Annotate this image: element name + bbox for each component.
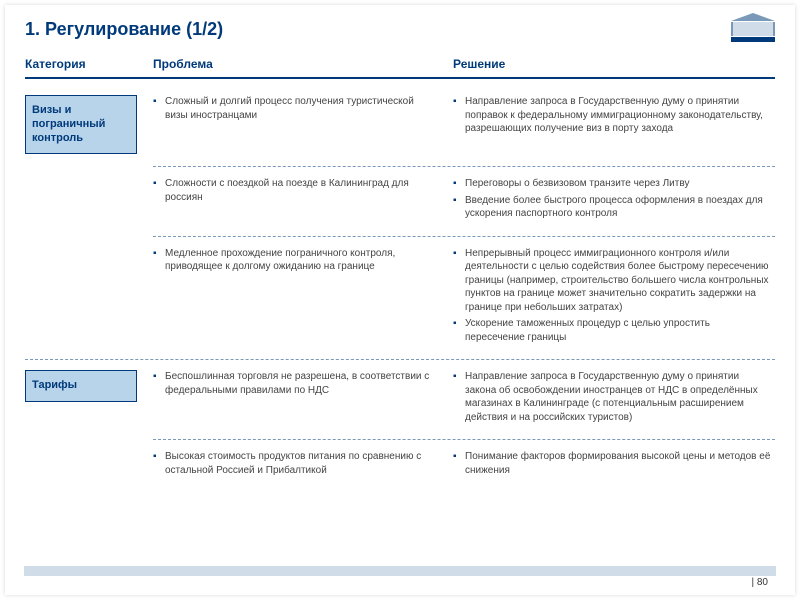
- category-box-tariffs: Тарифы: [25, 370, 137, 402]
- table-row: Медленное прохождение пограничного контр…: [25, 237, 775, 360]
- slide: 1. Регулирование (1/2) Категория Проблем…: [5, 5, 795, 595]
- content: Визы и пограничный контроль Сложный и до…: [25, 85, 775, 492]
- building-icon: [731, 13, 775, 45]
- footer: | 80: [10, 566, 790, 590]
- header-solution: Решение: [445, 57, 775, 71]
- solution-item: Переговоры о безвизовом транзите через Л…: [453, 177, 771, 191]
- solution-item: Понимание факторов формирования высокой …: [453, 450, 771, 477]
- header-category: Категория: [25, 57, 145, 71]
- problem-item: Беспошлинная торговля не разрешена, в со…: [153, 370, 433, 397]
- solution-item: Введение более быстрого процесса оформле…: [453, 194, 771, 221]
- page-number: | 80: [751, 577, 768, 588]
- header-problem: Проблема: [145, 57, 445, 71]
- problem-item: Сложности с поездкой на поезде в Калинин…: [153, 177, 433, 204]
- solution-item: Ускорение таможенных процедур с целью уп…: [453, 317, 771, 344]
- header-rule: [25, 77, 775, 79]
- problem-item: Медленное прохождение пограничного контр…: [153, 247, 433, 274]
- table-row: Сложности с поездкой на поезде в Калинин…: [25, 167, 775, 236]
- solution-item: Непрерывный процесс иммиграционного конт…: [453, 247, 771, 315]
- table-row: Тарифы Беспошлинная торговля не разрешен…: [25, 360, 775, 439]
- table-row: Визы и пограничный контроль Сложный и до…: [25, 85, 775, 166]
- problem-item: Высокая стоимость продуктов питания по с…: [153, 450, 433, 477]
- footer-bar: [24, 566, 776, 576]
- category-box-visas: Визы и пограничный контроль: [25, 95, 137, 154]
- solution-item: Направление запроса в Государственную ду…: [453, 370, 771, 424]
- table-header: Категория Проблема Решение: [25, 57, 775, 71]
- solution-item: Направление запроса в Государственную ду…: [453, 95, 771, 136]
- problem-item: Сложный и долгий процесс получения турис…: [153, 95, 433, 122]
- page-title: 1. Регулирование (1/2): [25, 19, 223, 40]
- table-row: Высокая стоимость продуктов питания по с…: [25, 440, 775, 492]
